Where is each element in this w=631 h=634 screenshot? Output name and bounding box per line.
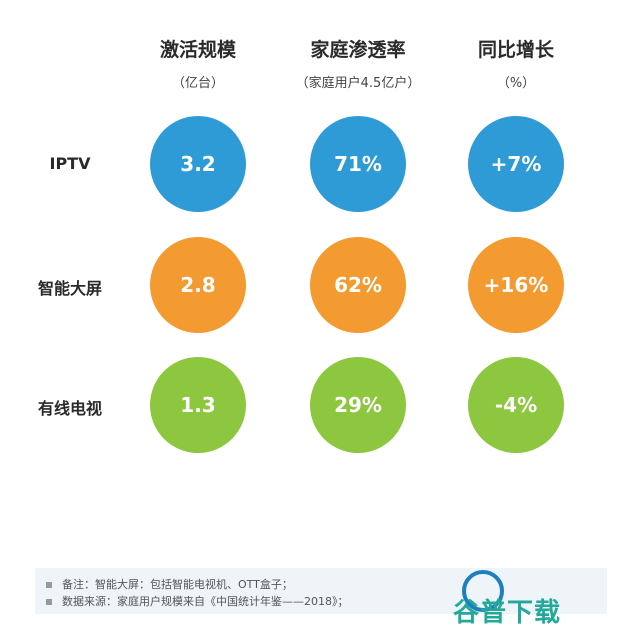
value-circle: 2.8	[150, 237, 246, 333]
value-circle: 62%	[310, 237, 406, 333]
value-circle: +7%	[468, 116, 564, 212]
column-header: 同比增长	[477, 39, 554, 61]
value-circle: 71%	[310, 116, 406, 212]
source-text: 数据来源：家庭用户规模来自《中国统计年鉴——2018》；	[62, 595, 349, 608]
column-header: 家庭渗透率	[310, 39, 406, 61]
column-unit: （%）	[496, 76, 536, 91]
bullet-icon	[46, 582, 52, 588]
note-text: 备注：智能大屏：包括智能电视机、OTT盒子；	[62, 578, 293, 591]
column-header: 激活规模	[159, 39, 236, 61]
row-label: 智能大屏	[37, 279, 102, 298]
watermark-logo: 谷普下载	[453, 598, 562, 628]
column-unit: （亿台）	[171, 76, 224, 91]
value-circle: -4%	[468, 357, 564, 453]
source-line: 数据来源：家庭用户规模来自《中国统计年鉴——2018》；	[46, 593, 349, 609]
value-circle: 29%	[310, 357, 406, 453]
row-label: 有线电视	[37, 399, 102, 418]
watermark-circle-icon	[462, 570, 504, 612]
bullet-icon	[46, 599, 52, 605]
notes-box	[35, 568, 607, 614]
value-circle: +16%	[468, 237, 564, 333]
value-circle: 1.3	[150, 357, 246, 453]
note-line: 备注：智能大屏：包括智能电视机、OTT盒子；	[46, 576, 293, 592]
row-label: IPTV	[49, 154, 91, 173]
column-unit: （家庭用户4.5亿户）	[295, 76, 421, 91]
value-circle: 3.2	[150, 116, 246, 212]
